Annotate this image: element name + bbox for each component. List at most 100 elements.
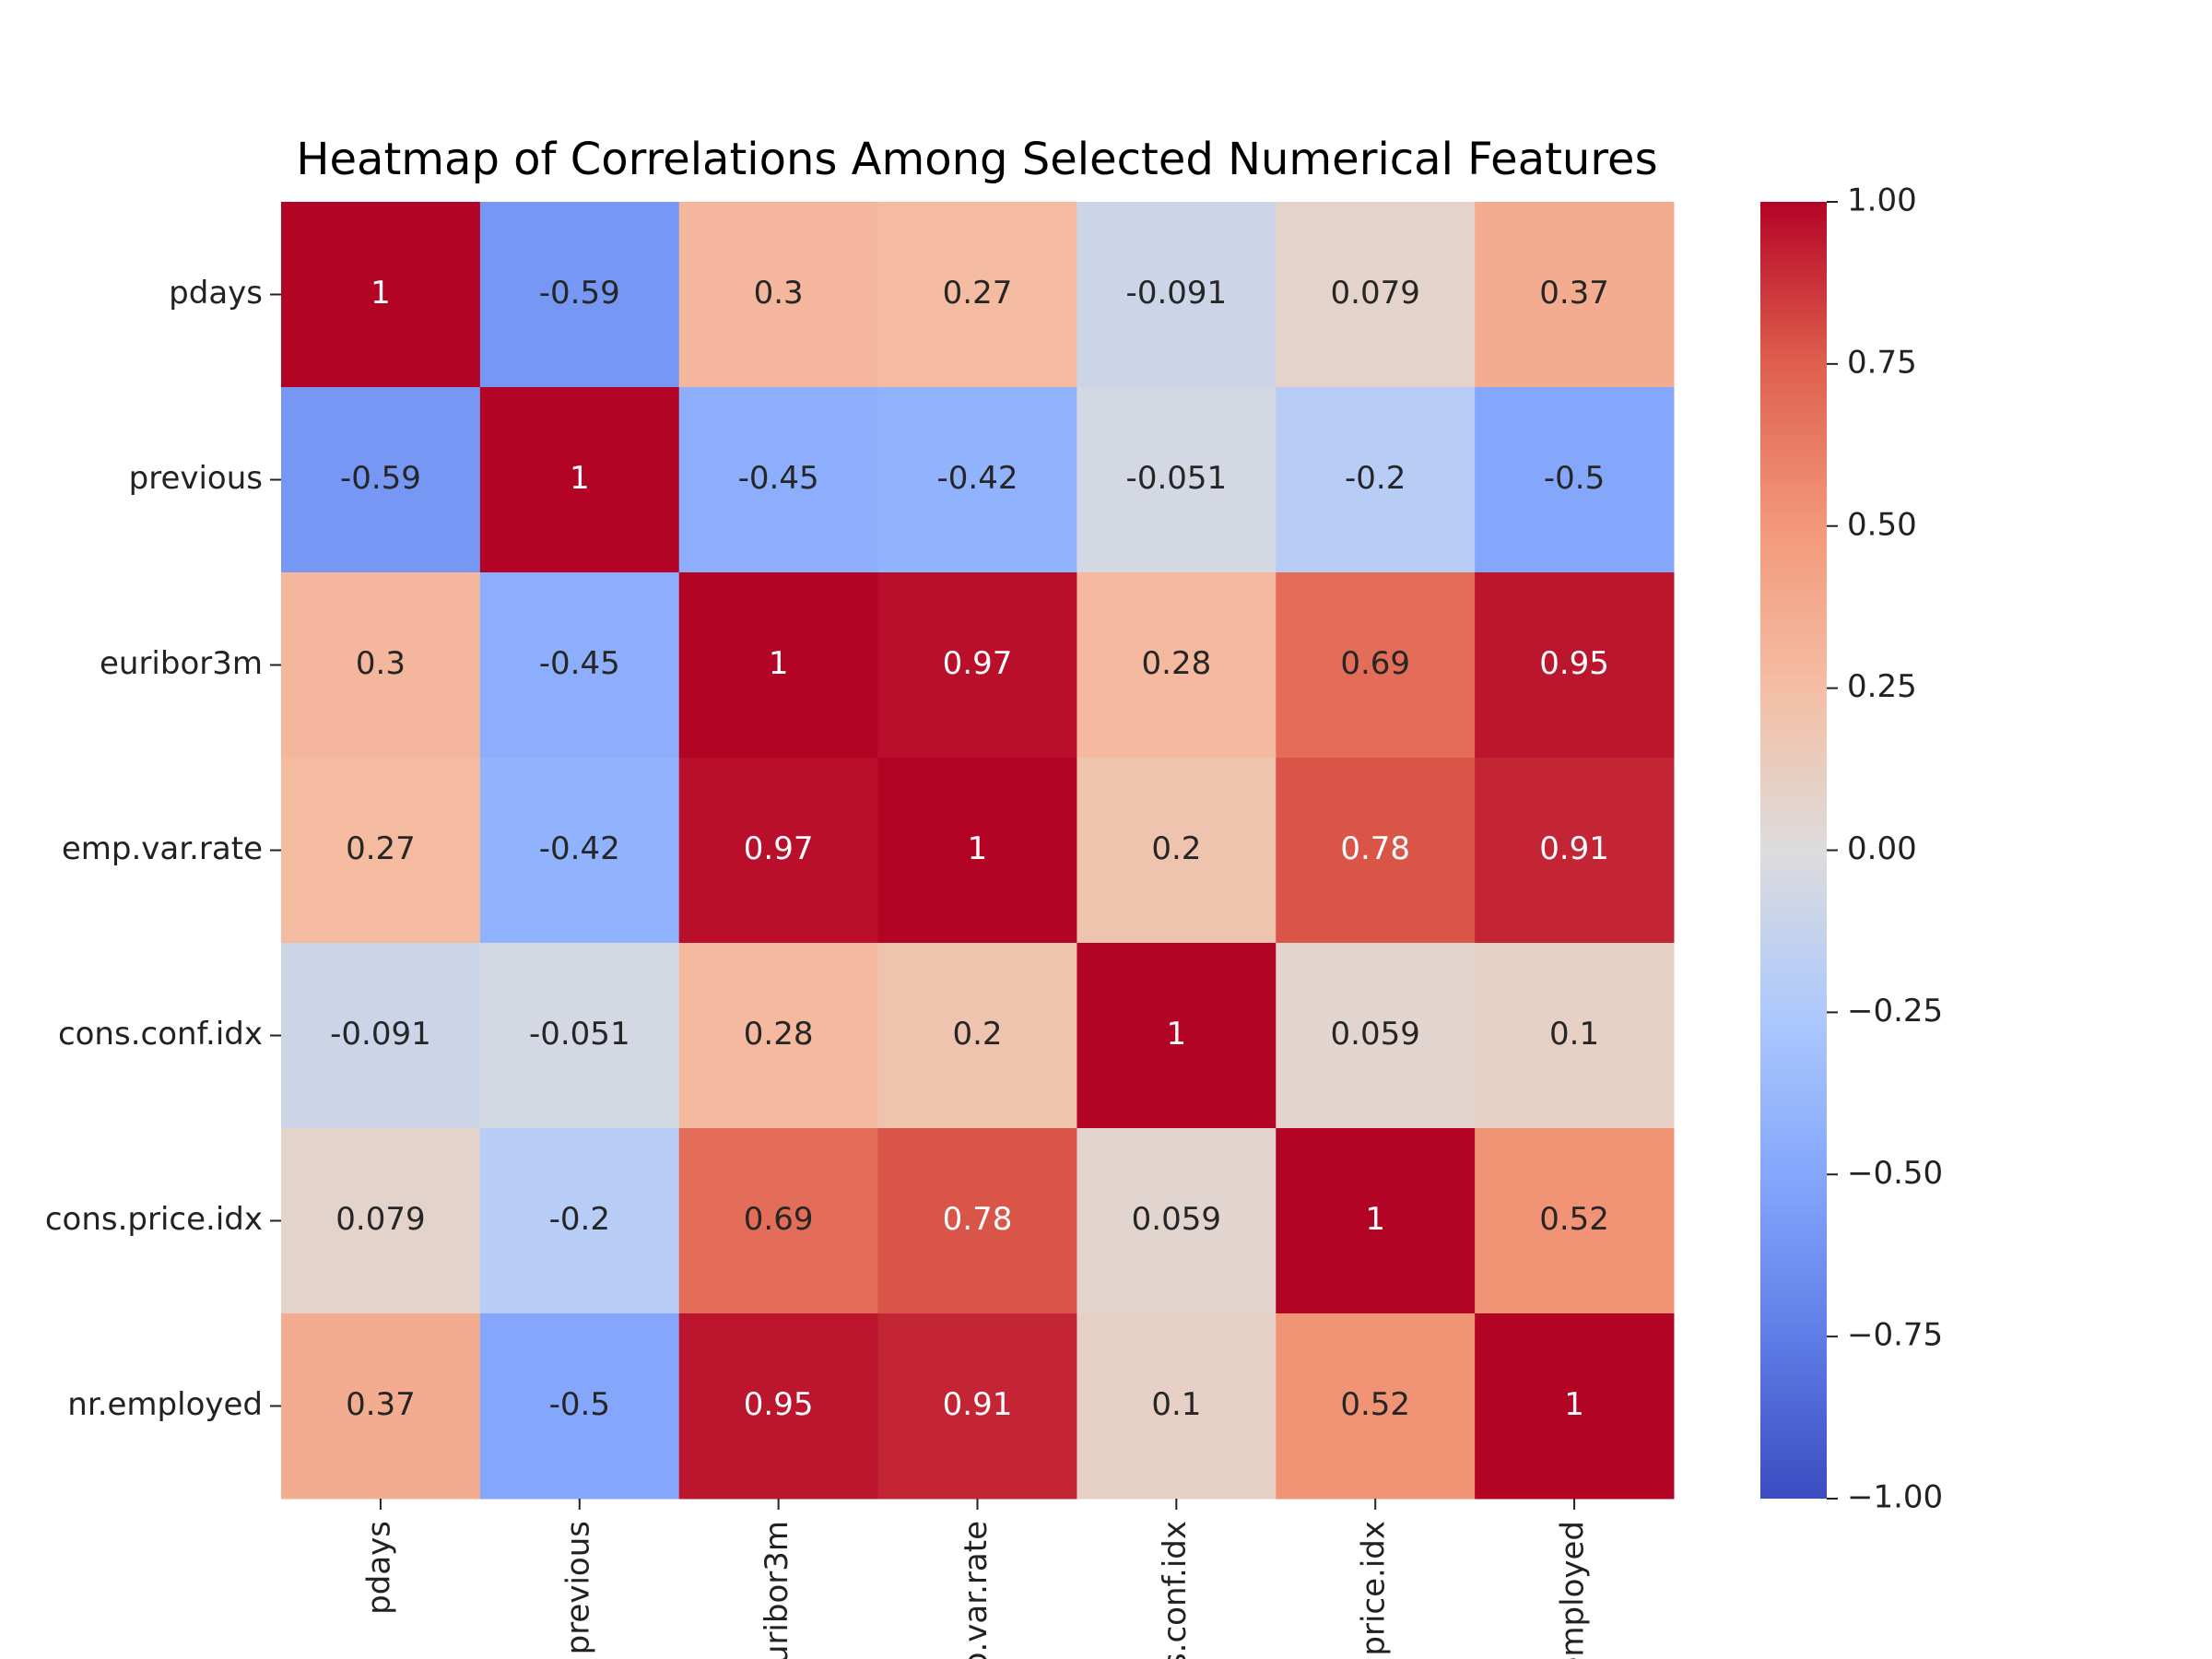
heatmap-cell [281,943,481,1129]
heatmap-cell [678,387,879,573]
cell-label: 0.91 [1539,830,1609,867]
cell-label: 1 [570,460,590,497]
heatmap-cell [1475,387,1675,573]
heatmap-cell [281,202,481,388]
cell-label: 0.37 [1539,275,1609,312]
heatmap-cell [877,572,1077,759]
y-tick-label: emp.var.rate [62,830,263,867]
heatmap-cell [479,1313,680,1500]
heatmap-cell [678,572,879,759]
y-tick-label: nr.employed [67,1386,263,1423]
heatmap-cell [1276,387,1476,573]
heatmap-cell [678,1313,879,1500]
cell-label: 0.95 [744,1386,814,1423]
cell-label: 0.97 [943,645,1013,682]
cell-label: 0.91 [943,1386,1013,1423]
heatmap-cell [678,1128,879,1314]
heatmap-cell [1475,572,1675,759]
cell-label: 0.78 [1340,830,1410,867]
cell-label: 0.059 [1132,1201,1221,1238]
y-tick-label: cons.conf.idx [58,1016,263,1053]
heatmap-cell [479,572,680,759]
cell-label: 0.27 [346,830,416,867]
colorbar-tick-label: 0.75 [1847,344,1917,381]
colorbar-tick-label: −1.00 [1847,1479,1943,1516]
heatmap-cell [1475,1128,1675,1314]
colorbar-tick-label: −0.25 [1847,993,1943,1030]
cell-label: -0.5 [1544,460,1605,497]
chart-title: Heatmap of Correlations Among Selected N… [296,134,1657,185]
heatmap-cell [1077,202,1277,388]
x-tick-label: cons.conf.idx [1157,1521,1194,1659]
cell-label: 1 [1564,1386,1584,1423]
cell-label: -0.2 [549,1201,610,1238]
cell-label: 0.1 [1549,1016,1599,1053]
heatmap-cell [281,387,481,573]
colorbar-tick-label: 0.00 [1847,830,1917,867]
y-tick-label: cons.price.idx [45,1201,263,1238]
cell-label: -0.051 [1126,460,1228,497]
heatmap-cell [1475,1313,1675,1500]
heatmap-cell [1276,758,1476,944]
cell-label: 0.52 [1340,1386,1410,1423]
y-tick-label: pdays [169,275,263,312]
heatmap-cell [1077,758,1277,944]
x-tick-label: nr.employed [1555,1521,1592,1659]
cell-label: 0.97 [744,830,814,867]
heatmap-cell [281,572,481,759]
cell-label: 0.69 [744,1201,814,1238]
colorbar-tick-label: 1.00 [1847,182,1917,219]
cell-label: -0.59 [340,460,421,497]
colorbar-tick-label: 0.50 [1847,506,1917,543]
heatmap-cell [1077,943,1277,1129]
cell-label: 1 [769,645,789,682]
cell-label: 0.28 [1142,645,1212,682]
cell-label: 0.079 [335,1201,425,1238]
heatmap-cell [281,1313,481,1500]
cell-label: -0.051 [529,1016,630,1053]
heatmap-cell [1276,572,1476,759]
x-tick-label: cons.price.idx [1356,1521,1393,1659]
heatmap-cell [1077,1313,1277,1500]
cell-label: -0.42 [937,460,1018,497]
cell-label: 0.3 [754,275,804,312]
cell-label: 0.1 [1151,1386,1201,1423]
cell-label: -0.45 [738,460,819,497]
heatmap-cell [1077,1128,1277,1314]
x-tick-label: previous [559,1521,596,1654]
cell-label: -0.091 [1126,275,1228,312]
heatmap-cell [678,758,879,944]
cell-label: 0.059 [1331,1016,1420,1053]
cell-label: 0.52 [1539,1201,1609,1238]
cell-label: 0.27 [943,275,1013,312]
heatmap-cell [678,202,879,388]
heatmap-cell [1276,943,1476,1129]
heatmap-cell [1276,1313,1476,1500]
cell-label: 0.079 [1331,275,1420,312]
cell-label: -0.5 [549,1386,610,1423]
heatmap-cell [1475,758,1675,944]
cell-label: 0.95 [1539,645,1609,682]
cell-label: 0.78 [943,1201,1013,1238]
heatmap-cell [1475,202,1675,388]
cell-label: 0.2 [952,1016,1002,1053]
cell-label: 1 [968,830,988,867]
heatmap-cell [479,943,680,1129]
heatmap-cell [281,758,481,944]
cell-label: 0.69 [1340,645,1410,682]
heatmap-cell [479,202,680,388]
x-tick-label: euribor3m [759,1521,795,1659]
cell-label: 0.2 [1151,830,1201,867]
heatmap-cell [1077,572,1277,759]
heatmap-cell [678,943,879,1129]
cell-label: -0.091 [330,1016,431,1053]
cell-label: -0.45 [539,645,620,682]
heatmap-cell [479,758,680,944]
cell-label: 0.28 [744,1016,814,1053]
heatmap-cell [479,1128,680,1314]
heatmap-cell [877,1313,1077,1500]
x-tick-label: emp.var.rate [958,1521,994,1659]
heatmap-cell [877,202,1077,388]
colorbar-tick-label: −0.50 [1847,1155,1943,1192]
